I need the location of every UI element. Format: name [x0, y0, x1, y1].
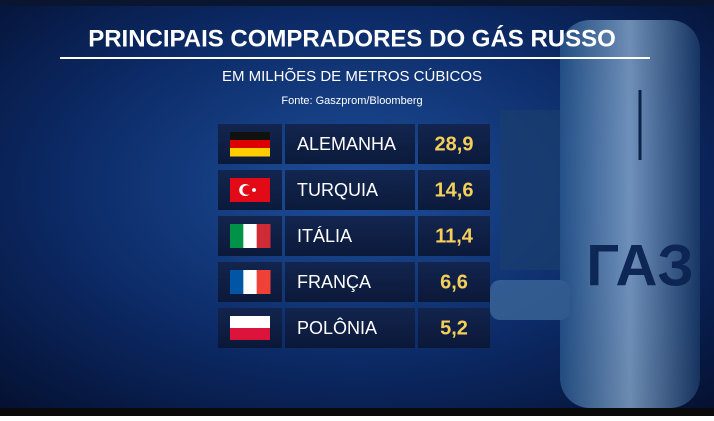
pipe-photo: ГАЗ	[490, 20, 700, 408]
name-cell	[285, 170, 415, 210]
value-cell	[418, 170, 490, 210]
table: ALEMANHA 28,9 TURQUIA 14,6 ITÁLIA 11,4 FRANÇA 6…	[218, 124, 490, 348]
flag-stripe	[230, 148, 270, 157]
country-name: ALEMANHA	[297, 134, 396, 154]
table-row: FRANÇA 6,6	[218, 262, 490, 302]
flag-stripe	[230, 140, 270, 149]
value-cell	[418, 124, 490, 164]
flag-stripe	[243, 270, 258, 294]
table-row: ALEMANHA 28,9	[218, 124, 490, 164]
name-cell	[285, 216, 415, 256]
value: 5,2	[440, 317, 468, 339]
bottom-strip	[0, 408, 714, 416]
pipe-label: ГАЗ	[586, 233, 693, 298]
value-cell	[418, 262, 490, 302]
flag-crescent-cut	[242, 185, 252, 195]
flag-stripe	[230, 316, 270, 328]
flag-stripe	[256, 224, 271, 248]
name-cell	[285, 262, 415, 302]
value-cell	[418, 308, 490, 348]
flag-stripe	[230, 328, 270, 340]
flag-stripe	[230, 224, 244, 248]
country-name: POLÔNIA	[297, 317, 377, 338]
value: 6,6	[440, 271, 468, 293]
subtitle: EM MILHÕES DE METROS CÚBICOS	[222, 68, 482, 85]
table-row: ITÁLIA 11,4	[218, 216, 490, 256]
name-cell	[285, 124, 415, 164]
value-cell	[418, 216, 490, 256]
country-name: ITÁLIA	[297, 226, 352, 246]
flag-stripe	[243, 224, 258, 248]
top-strip	[0, 0, 714, 6]
value: 28,9	[435, 133, 474, 155]
source: Fonte: Gaszprom/Bloomberg	[281, 95, 422, 107]
flag-stripe	[230, 132, 270, 141]
flag-star	[252, 188, 256, 192]
country-name: FRANÇA	[297, 272, 371, 292]
table-row: TURQUIA 14,6	[218, 170, 490, 210]
country-name: TURQUIA	[297, 180, 378, 200]
name-cell	[285, 308, 415, 348]
title: PRINCIPAIS COMPRADORES DO GÁS RUSSO	[88, 24, 616, 52]
value: 14,6	[435, 179, 474, 201]
flag-stripe	[230, 270, 244, 294]
value: 11,4	[435, 225, 474, 247]
table-row: POLÔNIA 5,2	[218, 308, 490, 348]
flag-stripe	[256, 270, 271, 294]
